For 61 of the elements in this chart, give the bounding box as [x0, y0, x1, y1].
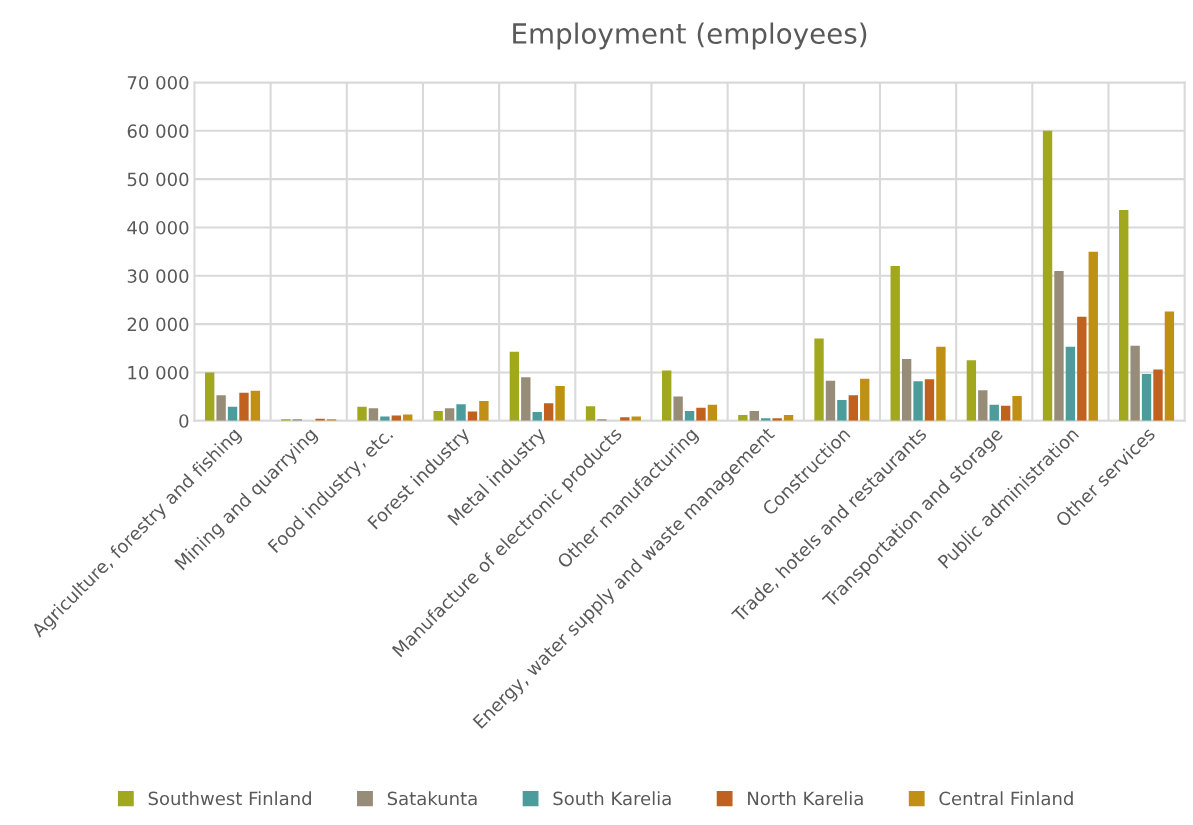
bar: [989, 404, 999, 421]
bar: [380, 416, 390, 421]
bar: [1012, 396, 1022, 421]
bar: [1065, 346, 1076, 421]
bar: [368, 408, 379, 421]
y-tick-label: 30 000: [127, 269, 189, 283]
legend-label: Southwest Finland: [148, 791, 311, 806]
bar: [814, 338, 824, 421]
bar: [239, 392, 249, 421]
bar: [1054, 270, 1064, 421]
bar: [1141, 373, 1152, 421]
bar: [403, 414, 413, 421]
y-tick-label: 50 000: [127, 172, 189, 187]
bar: [913, 381, 923, 421]
bar: [1164, 311, 1175, 421]
legend-label: South Karelia: [553, 791, 671, 806]
bar: [837, 399, 847, 421]
bar: [1130, 345, 1140, 421]
bar: [357, 406, 367, 421]
bar: [848, 395, 858, 421]
y-tick-label: 60 000: [127, 124, 189, 138]
y-tick-label: 0: [179, 414, 189, 428]
bar: [216, 395, 226, 421]
bar: [1088, 251, 1098, 421]
y-tick-label: 40 000: [127, 220, 189, 235]
bar: [936, 346, 946, 421]
bar: [662, 370, 672, 421]
bar: [924, 379, 935, 421]
bar: [205, 372, 215, 421]
bar: [978, 390, 988, 421]
bar: [825, 380, 836, 421]
bar: [521, 377, 531, 421]
bar: [250, 390, 261, 421]
bar: [509, 351, 520, 421]
bar: [890, 266, 900, 421]
bar: [543, 403, 554, 421]
bar: [738, 414, 748, 421]
bar: [1153, 369, 1163, 421]
bar: [555, 385, 565, 421]
bar: [1077, 316, 1087, 421]
bar: [1119, 210, 1129, 421]
y-tick-label: 70 000: [127, 75, 189, 90]
legend-label: Central Finland: [939, 791, 1073, 806]
bar: [673, 396, 683, 421]
bar: [479, 400, 489, 421]
legend-label: North Karelia: [748, 791, 863, 806]
bar: [585, 406, 596, 421]
bar: [456, 404, 466, 421]
bar: [901, 358, 912, 421]
bar: [966, 360, 977, 421]
bar: [696, 407, 706, 421]
y-tick-label: 20 000: [127, 317, 189, 332]
y-tick-label: 10 000: [128, 365, 189, 380]
bar: [707, 404, 718, 421]
legend-label: Satakunta: [387, 791, 477, 806]
chart-title: Employment (employees): [513, 22, 867, 50]
bar: [860, 378, 870, 421]
bar: [391, 415, 401, 421]
bar: [1000, 405, 1011, 421]
bar: [444, 408, 455, 421]
bar: [1042, 130, 1053, 421]
